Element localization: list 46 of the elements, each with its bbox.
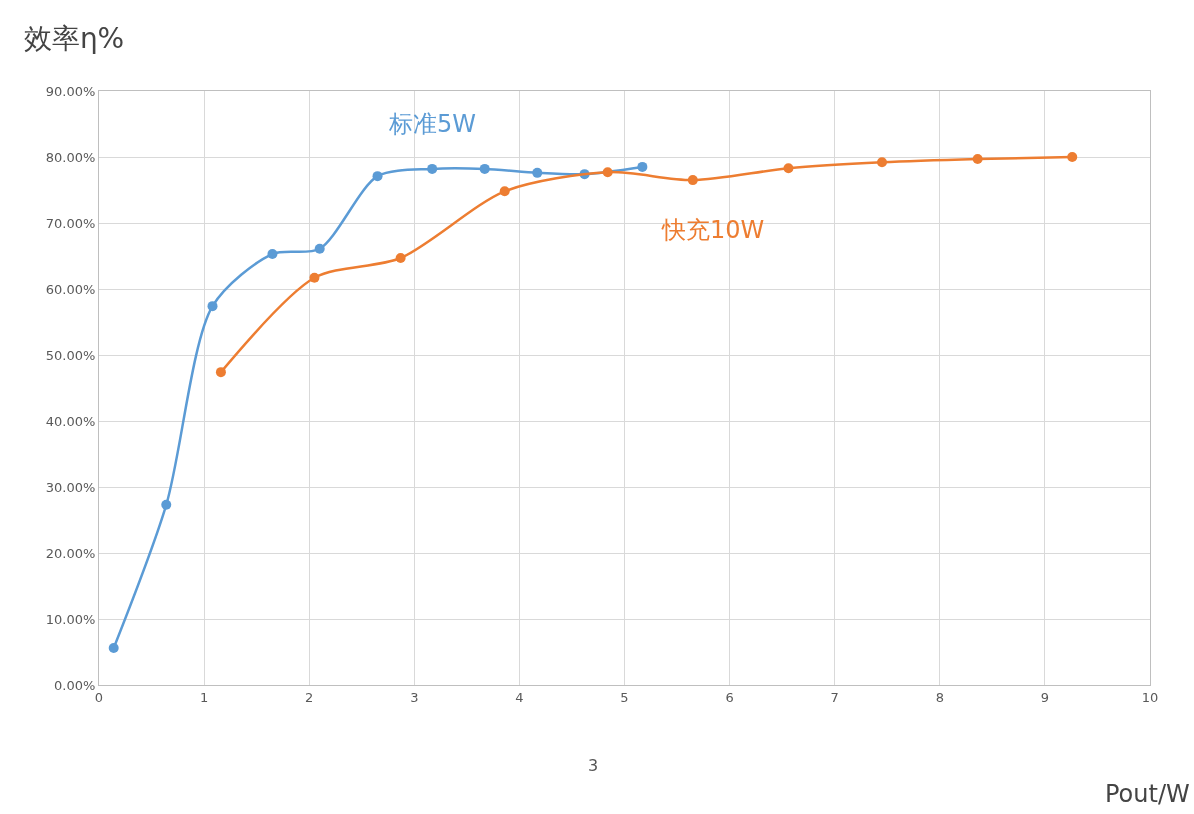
x-tick-label: 2 [305, 689, 314, 705]
point [499, 186, 510, 197]
x-tick-label: 1 [199, 689, 209, 705]
y-tick-label: 50.00% [45, 347, 96, 363]
point [108, 643, 119, 654]
point [314, 243, 325, 254]
x-tick-label: 9 [1040, 689, 1050, 705]
point [877, 157, 887, 168]
x-tick-label: 8 [935, 689, 944, 705]
y-tick-label: 40.00% [45, 413, 96, 429]
y-tick-label: 20.00% [45, 545, 96, 561]
point [479, 163, 490, 174]
text: 3 [588, 756, 599, 775]
y-tick-label: 0.00% [54, 677, 96, 693]
point [161, 499, 172, 510]
point [395, 252, 406, 263]
point [637, 161, 648, 172]
y-tick-label: 60.00% [45, 281, 96, 297]
y-tick-label: 10.00% [45, 611, 96, 627]
point [309, 272, 320, 283]
point [372, 171, 383, 182]
series-label: 快充10W [661, 216, 765, 244]
chart-title: 效率η% [23, 22, 125, 56]
x-tick-label: 6 [725, 689, 734, 705]
y-tick-label: 90.00% [45, 83, 96, 99]
series-label: 标准5W [388, 110, 476, 138]
point [687, 175, 698, 186]
point [207, 301, 218, 312]
point [427, 163, 438, 174]
point [1067, 152, 1078, 162]
x-tick-label: 7 [830, 689, 839, 705]
point [602, 167, 613, 178]
x-tick-label: 0 [94, 689, 104, 705]
y-tick-label: 70.00% [45, 215, 96, 231]
point [972, 153, 983, 164]
point [532, 167, 543, 178]
x-tick-label: 4 [515, 689, 524, 705]
y-tick-label: 30.00% [45, 479, 96, 495]
point [783, 163, 794, 174]
y-tick-label: 80.00% [45, 149, 96, 165]
x-tick-label: 5 [620, 689, 629, 705]
x-axis-title: Pout/W [1105, 780, 1190, 808]
point [215, 367, 226, 378]
point [267, 249, 278, 260]
x-tick-label: 3 [410, 689, 419, 705]
x-tick-label: 10 [1141, 689, 1159, 705]
